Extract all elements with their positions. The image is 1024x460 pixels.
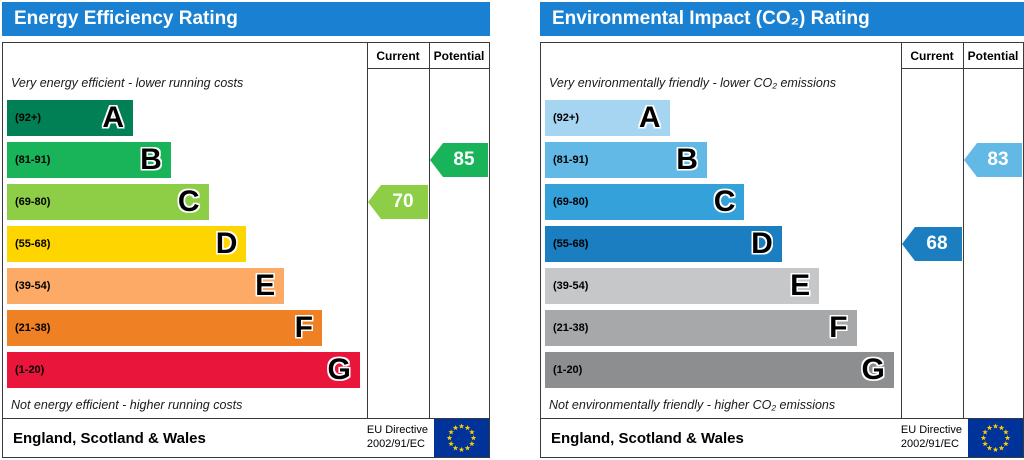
potential-rating-value: 85 — [453, 149, 475, 170]
band-row-e: (39-54) E — [3, 265, 367, 307]
band-bar-a: (92+) A — [7, 100, 133, 136]
band-bar-d: (55-68) D — [7, 226, 247, 262]
band-row-e: (39-54) E — [541, 265, 901, 307]
top-caption: Very energy efficient - lower running co… — [11, 76, 244, 90]
band-row-c: (69-80) C — [3, 181, 367, 223]
rating-grid: Current Potential Very energy efficient … — [3, 43, 489, 418]
current-rating-value: 68 — [926, 233, 948, 254]
potential-rating-arrow: 85 — [430, 143, 488, 177]
environmental-impact-panel: Environmental Impact (CO₂) Rating Curren… — [540, 2, 1024, 458]
current-column-header: Current — [901, 43, 963, 69]
band-letter: E — [790, 269, 811, 302]
band-bar-f: (21-38) F — [7, 310, 322, 346]
current-rating-value: 70 — [392, 191, 414, 212]
band-bar-d: (55-68) D — [545, 226, 782, 262]
band-row-c: (69-80) C — [541, 181, 901, 223]
band-row-b: (81-91) B — [541, 139, 901, 181]
band-range: (21-38) — [553, 322, 589, 334]
eu-directive-line1: EU Directive — [900, 424, 962, 437]
eu-directive-line2: 2002/91/EC — [900, 438, 959, 450]
band-row-d: (55-68) D — [541, 223, 901, 265]
region-label: England, Scotland & Wales — [13, 429, 206, 447]
band-bar-c: (69-80) C — [7, 184, 209, 220]
band-row-b: (81-91) B — [3, 139, 367, 181]
panel-title: Environmental Impact (CO₂) Rating — [552, 8, 870, 29]
potential-column-header: Potential — [963, 43, 1023, 69]
band-letter: G — [327, 353, 351, 386]
band-letter: C — [713, 185, 736, 218]
band-range: (1-20) — [553, 364, 583, 376]
band-letter: D — [215, 227, 238, 260]
band-range: (55-68) — [553, 238, 589, 250]
band-range: (69-80) — [553, 196, 589, 208]
current-rating-arrow: 68 — [902, 227, 962, 261]
rating-grid: Current Potential Very environmentally f… — [541, 43, 1023, 418]
band-bar-e: (39-54) E — [545, 268, 820, 304]
band-letter: D — [751, 227, 773, 260]
band-letter: B — [140, 143, 162, 176]
eu-directive-label: EU Directive 2002/91/EC — [901, 424, 962, 452]
band-letter: A — [102, 101, 124, 134]
band-bar-g: (1-20) G — [7, 352, 360, 388]
band-row-g: (1-20) G — [541, 349, 901, 391]
current-column-header: Current — [367, 43, 429, 69]
band-row-a: (92+) A — [3, 97, 367, 139]
band-row-a: (92+) A — [541, 97, 901, 139]
band-row-d: (55-68) D — [3, 223, 367, 265]
band-range: (1-20) — [15, 364, 45, 376]
column-divider — [367, 43, 429, 418]
eu-directive-line1: EU Directive — [366, 424, 428, 437]
bottom-caption: Not environmentally friendly - higher CO… — [549, 397, 836, 412]
rating-table: Current Potential Very energy efficient … — [2, 42, 490, 458]
band-letter: B — [676, 143, 698, 176]
eu-flag — [434, 419, 489, 457]
band-bar-f: (21-38) F — [545, 310, 857, 346]
band-range: (69-80) — [15, 196, 51, 208]
band-letter: E — [255, 269, 276, 302]
column-divider — [963, 43, 1023, 418]
energy-efficiency-panel: Energy Efficiency Rating Current Potenti… — [2, 2, 490, 458]
band-letter: C — [177, 185, 200, 218]
band-bar-a: (92+) A — [545, 100, 670, 136]
band-row-f: (21-38) F — [541, 307, 901, 349]
eu-flag — [968, 419, 1023, 457]
band-range: (39-54) — [553, 280, 589, 292]
potential-rating-arrow: 83 — [964, 143, 1022, 177]
footer: England, Scotland & Wales EU Directive 2… — [3, 418, 489, 457]
band-range: (21-38) — [15, 322, 51, 334]
band-range: (92+) — [15, 112, 41, 124]
eu-directive-line2: 2002/91/EC — [366, 438, 425, 450]
band-letter: F — [294, 311, 313, 344]
panel-title: Energy Efficiency Rating — [14, 8, 238, 29]
band-range: (55-68) — [15, 238, 51, 250]
potential-rating-value: 83 — [987, 149, 1009, 170]
band-bar-c: (69-80) C — [545, 184, 745, 220]
band-range: (39-54) — [15, 280, 51, 292]
band-letter: A — [638, 101, 661, 134]
band-range: (81-91) — [553, 154, 589, 166]
band-range: (92+) — [553, 112, 579, 124]
band-range: (81-91) — [15, 154, 51, 166]
band-bar-e: (39-54) E — [7, 268, 285, 304]
band-row-f: (21-38) F — [3, 307, 367, 349]
panel-title-bar: Energy Efficiency Rating — [2, 2, 490, 36]
band-letter: G — [861, 353, 885, 386]
band-bar-g: (1-20) G — [545, 352, 894, 388]
bottom-caption: Not energy efficient - higher running co… — [11, 397, 243, 412]
footer: England, Scotland & Wales EU Directive 2… — [541, 418, 1023, 457]
current-rating-arrow: 70 — [368, 185, 428, 219]
panel-title-bar: Environmental Impact (CO₂) Rating — [540, 2, 1024, 36]
column-divider — [429, 43, 489, 418]
potential-column-header: Potential — [429, 43, 489, 69]
top-caption: Very environmentally friendly - lower CO… — [549, 76, 837, 90]
band-bar-b: (81-91) B — [7, 142, 171, 178]
rating-table: Current Potential Very environmentally f… — [540, 42, 1024, 458]
band-letter: F — [829, 311, 848, 344]
region-label: England, Scotland & Wales — [551, 429, 744, 447]
band-bar-b: (81-91) B — [545, 142, 707, 178]
eu-directive-label: EU Directive 2002/91/EC — [367, 424, 428, 452]
band-row-g: (1-20) G — [3, 349, 367, 391]
